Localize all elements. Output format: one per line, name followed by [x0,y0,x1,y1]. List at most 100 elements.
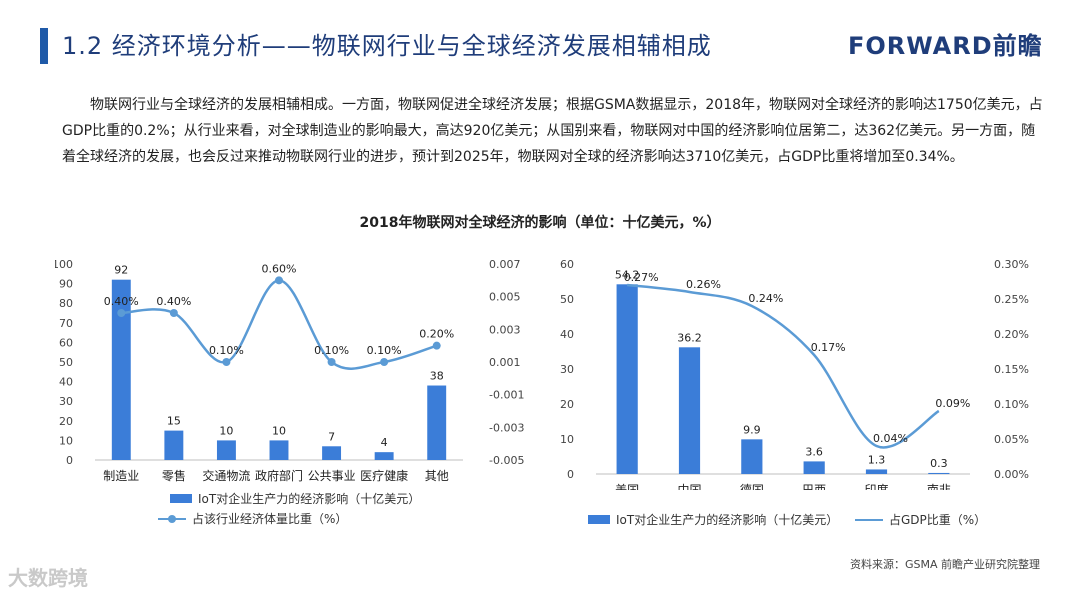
legend-bar-industry: IoT对企业生产力的经济影响（十亿美元） [170,490,420,507]
y2-tick-label: 0.005 [489,291,521,304]
x-tick-label: 巴西 [802,483,826,490]
bar-value-label: 1.3 [868,453,886,466]
x-tick-label: 美国 [615,483,639,490]
bar-value-label: 54.2 [615,268,640,281]
y-tick-label: 0 [66,454,73,467]
y2-tick-label: 0.00% [994,468,1029,481]
y-tick-label: 40 [59,376,73,389]
bar-6 [427,385,447,460]
legend-bar-swatch [588,515,610,524]
line-point-2 [222,358,231,366]
brand-logo: FORWARD前瞻 [848,32,1043,60]
bar-value-label: 38 [430,370,444,383]
bar-0 [616,284,638,474]
y2-tick-label: 0.001 [489,356,521,369]
line-value-label: 0.09% [935,397,970,410]
y2-tick-label: 0.15% [994,363,1029,376]
y2-tick-label: -0.003 [489,421,524,434]
x-tick-label: 交通物流 [202,468,250,483]
bar-value-label: 9.9 [743,423,761,436]
legend-line-country: 占GDP比重（%） [855,511,986,528]
bar-value-label: 15 [167,415,181,428]
line-point-1 [169,309,178,317]
line-value-label: 0.40% [156,295,191,308]
y-tick-label: 30 [560,363,574,376]
figure-title: 2018年物联网对全球经济的影响（单位：十亿美元，%） [359,215,721,231]
bar-value-label: 10 [219,424,233,437]
y2-tick-label: -0.005 [489,454,524,467]
y-tick-label: 40 [560,328,574,341]
legend-line-swatch [855,515,883,525]
line-value-label: 0.60% [262,262,297,275]
legend-line-industry: 占该行业经济体量比重（%） [158,510,347,527]
legend-bar-label: IoT对企业生产力的经济影响（十亿美元） [198,492,421,506]
line-point-6 [432,341,441,350]
y-tick-label: 60 [560,258,574,271]
legend-bar-country: IoT对企业生产力的经济影响（十亿美元） [588,511,838,528]
bar-0 [111,279,131,460]
y-tick-label: 10 [560,433,574,446]
x-tick-label: 政府部门 [255,468,303,483]
line-value-label: 0.20% [419,328,454,341]
line-point-0 [117,309,126,317]
y2-tick-label: 0.05% [994,433,1029,446]
legend-line-swatch [158,514,186,524]
y-tick-label: 90 [59,278,73,291]
line-value-label: 0.27% [624,271,659,284]
y2-tick-label: 0.25% [994,293,1029,306]
bar-value-label: 3.6 [805,445,823,458]
body-paragraph: 物联网行业与全球经济的发展相辅相成。一方面，物联网促进全球经济发展；根据GSMA… [62,92,1047,170]
y-tick-label: 100 [55,258,73,271]
y-tick-label: 20 [560,398,574,411]
line-series [627,283,940,449]
watermark: 大数跨境 [8,566,88,590]
x-tick-label: 公共事业 [308,469,356,483]
legend-line-label: 占GDP比重（%） [889,513,987,527]
bar-value-label: 10 [272,424,286,437]
title-accent-bar [40,28,48,64]
industry-impact-chart: 0 10 20 30 40 50 60 70 80 90 100 -0.005 -0.003 -0.001… [55,258,524,483]
bar-3 [269,440,289,460]
x-tick-label: 医疗健康 [360,468,408,483]
legend-bar-swatch [170,494,192,503]
line-value-label: 0.40% [104,295,139,308]
y-tick-label: 0 [567,468,574,481]
bar-value-label: 92 [114,264,128,277]
source-note: 资料来源：GSMA 前瞻产业研究院整理 [849,558,1040,571]
legend-line-label: 占该行业经济体量比重（%） [192,512,348,526]
y2-tick-label: 0.007 [489,258,521,271]
y-tick-label: 50 [560,293,574,306]
x-tick-label: 制造业 [103,469,139,483]
bar-4 [322,446,342,460]
line-value-label: 0.24% [748,292,783,305]
y-tick-label: 30 [59,395,73,408]
y2-tick-label: 0.30% [994,258,1029,271]
x-tick-label: 南非 [927,482,951,490]
x-tick-label: 中国 [677,482,701,490]
bar-5 [374,452,394,460]
y2-tick-label: 0.10% [994,398,1029,411]
bar-2 [216,440,236,460]
line-point-5 [380,358,389,366]
bar-5 [928,472,950,474]
line-point-3 [275,276,283,285]
bar-1 [678,347,701,474]
y-tick-label: 60 [59,336,73,349]
x-tick-label: 其他 [425,469,449,483]
line-value-label: 0.10% [209,344,244,357]
bar-value-label: 0.3 [930,457,948,470]
y-tick-label: 70 [59,317,73,330]
legend-bar-label: IoT对企业生产力的经济影响（十亿美元） [616,513,839,527]
line-value-label: 0.26% [686,278,721,291]
body-text: 物联网行业与全球经济的发展相辅相成。一方面，物联网促进全球经济发展；根据GSMA… [62,97,1043,165]
country-impact-chart: 0 10 20 30 40 50 60 0.00% 0.05% 0.10% 0.15% 0.20% 0.… [560,258,1029,490]
x-tick-label: 零售 [162,468,186,483]
bar-value-label: 7 [328,430,335,443]
line-value-label: 0.17% [811,341,846,354]
y-tick-label: 80 [59,297,73,310]
bar-value-label: 4 [381,436,388,449]
y2-tick-label: -0.001 [489,389,524,402]
line-value-label: 0.10% [314,344,349,357]
y-tick-label: 20 [59,415,73,428]
line-value-label: 0.10% [367,344,402,357]
